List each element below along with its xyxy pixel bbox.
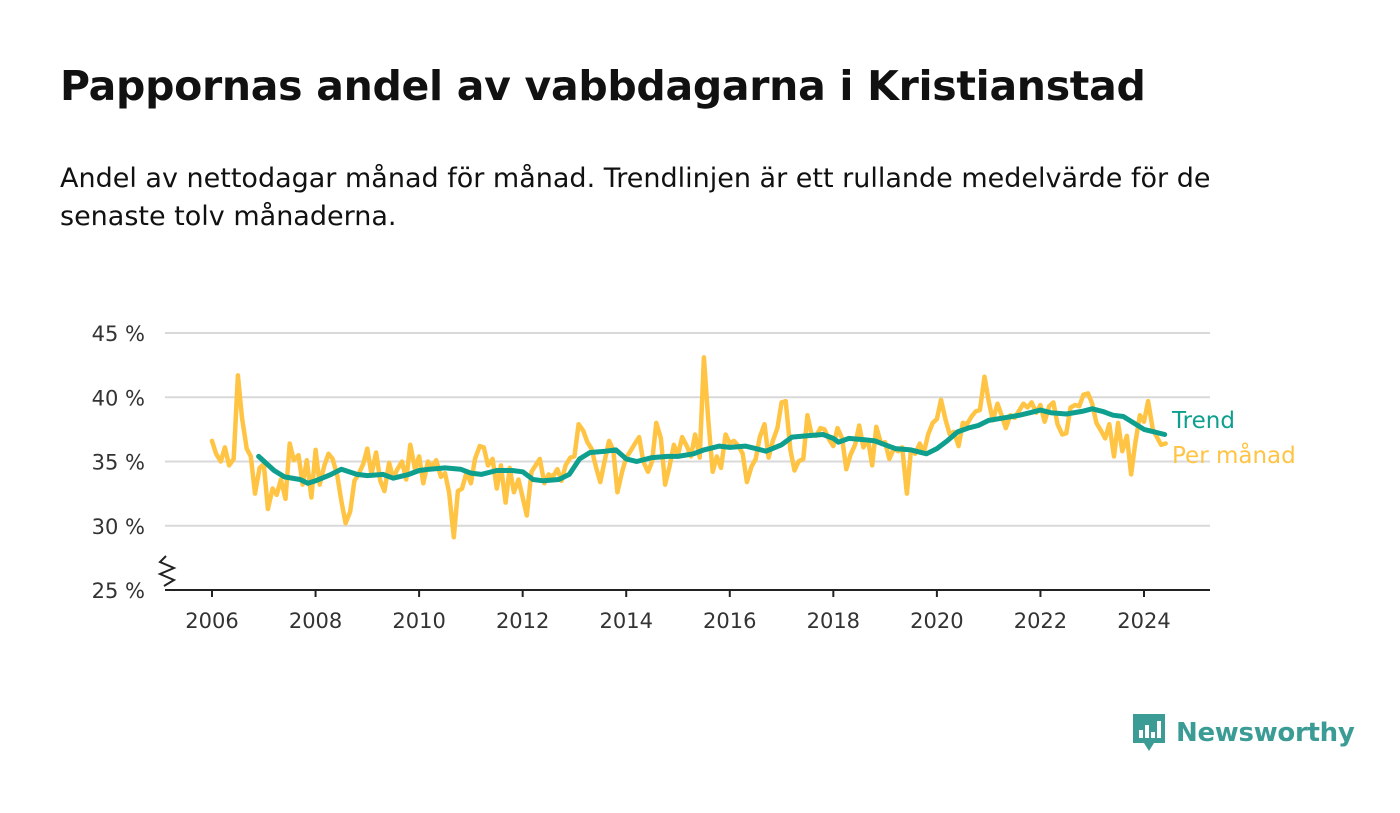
legend-label-trend: Trend xyxy=(1171,408,1235,434)
x-tick-label: 2018 xyxy=(807,609,860,633)
y-tick-label: 40 % xyxy=(92,386,145,410)
y-axis-ticks: 25 % 30 % 35 % 40 % 45 % xyxy=(92,322,145,603)
series-labels: Trend Per månad xyxy=(1171,408,1296,469)
chart-subtitle: Andel av nettodagar månad för månad. Tre… xyxy=(60,163,1211,232)
x-tick-label: 2024 xyxy=(1117,609,1170,633)
y-tick-label: 35 % xyxy=(92,451,145,475)
gridlines xyxy=(165,332,1210,591)
x-tick-label: 2020 xyxy=(910,609,963,633)
series-lines xyxy=(209,355,1168,540)
x-tick-label: 2014 xyxy=(599,609,652,633)
trend-line xyxy=(256,406,1168,486)
x-tick-label: 2010 xyxy=(392,609,445,633)
y-tick-label: 45 % xyxy=(92,322,145,346)
x-axis-ticks: 2006 2008 2010 2012 2014 2016 2018 2020 2022 2024 xyxy=(185,590,1171,633)
x-tick-label: 2008 xyxy=(289,609,342,633)
monthly-line xyxy=(209,355,1168,540)
newsworthy-brand[interactable]: Newsworthy xyxy=(1132,712,1355,754)
x-tick-label: 2022 xyxy=(1014,609,1067,633)
legend-label-monthly: Per månad xyxy=(1172,441,1296,469)
x-tick-label: 2016 xyxy=(703,609,756,633)
x-tick-label: 2006 xyxy=(185,609,238,633)
x-tick-label: 2012 xyxy=(496,609,549,633)
newsworthy-logo-icon xyxy=(1133,714,1165,751)
y-tick-label: 30 % xyxy=(92,515,145,539)
chart-title: Pappornas andel av vabbdagarna i Kristia… xyxy=(60,62,1146,110)
brand-name: Newsworthy xyxy=(1176,718,1355,748)
axis-break-icon xyxy=(157,555,177,587)
y-tick-label: 25 % xyxy=(92,579,145,603)
